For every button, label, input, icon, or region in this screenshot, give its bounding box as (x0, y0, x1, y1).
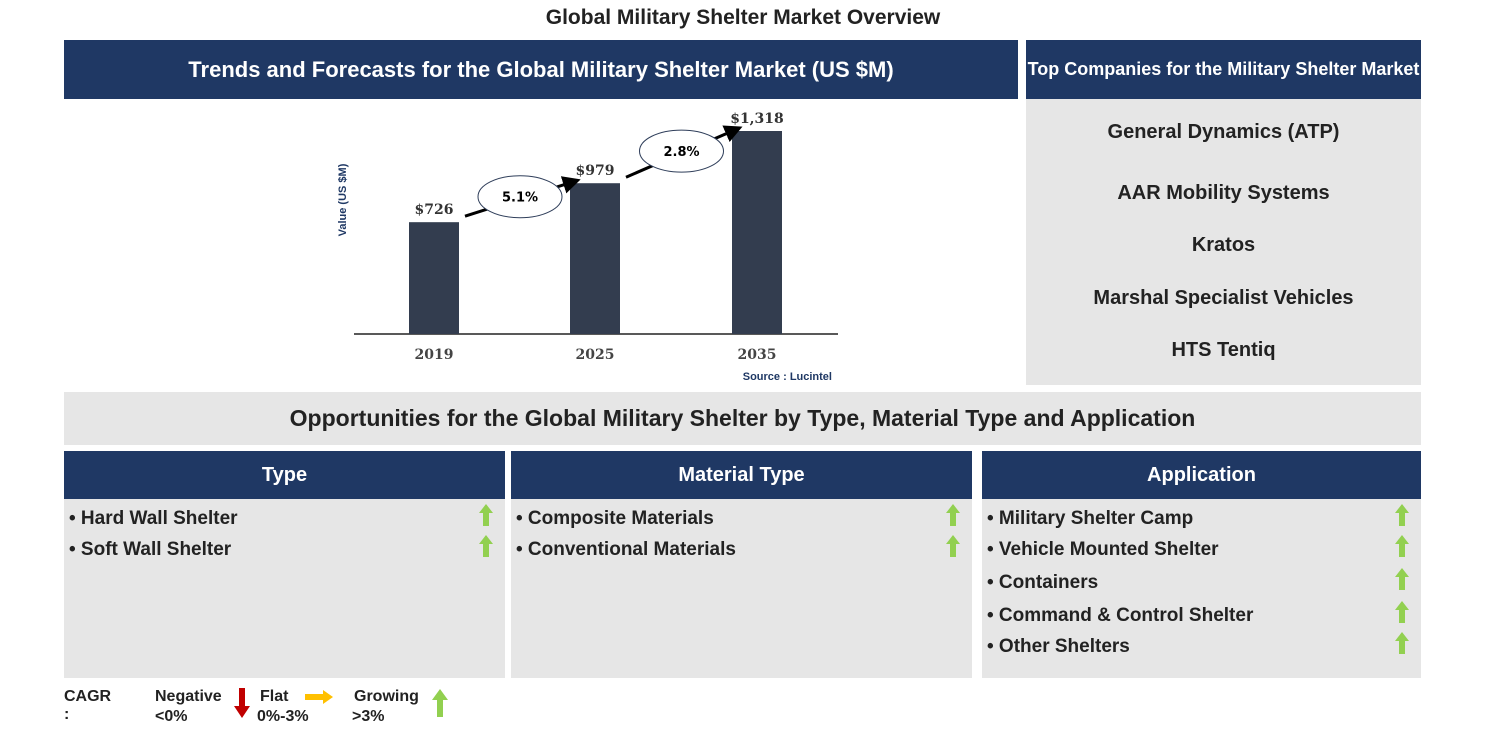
cagr-bubble (639, 129, 724, 173)
segment-item: • Command & Control Shelter (987, 605, 1254, 626)
source-label: Source : Lucintel (743, 371, 832, 383)
bar-chart: Value (US $M) $726 2019 $979 2025 $1,318 2035 5… (337, 111, 838, 383)
legend-flat-range: 0%-3% (257, 708, 309, 725)
growing-arrow-icon (946, 535, 960, 557)
companies-list: General Dynamics (ATP) AAR Mobility Syst… (1026, 99, 1421, 385)
segment-item: • Containers (987, 572, 1099, 593)
chart-header: Trends and Forecasts for the Global Mili… (64, 40, 1018, 99)
x-tick-label: 2035 (738, 347, 777, 363)
data-label: $1,318 (730, 111, 784, 127)
opportunities-title: Opportunities for the Global Military Sh… (64, 392, 1421, 445)
data-label: $726 (415, 202, 454, 218)
growing-arrow-icon (1395, 568, 1409, 590)
companies-header: Top Companies for the Military Shelter M… (1026, 40, 1421, 99)
company-item: Marshal Specialist Vehicles (1093, 287, 1354, 309)
column-header: Type (64, 451, 505, 499)
segment-item: • Conventional Materials (516, 539, 736, 560)
growing-arrow-icon (1395, 601, 1409, 623)
column-body: • Military Shelter Camp • Vehicle Mounted… (982, 499, 1421, 678)
y-axis-label: Value (US $M) (337, 163, 349, 236)
legend-label: CAGR : (64, 688, 112, 723)
cagr-label: 2.8% (663, 145, 699, 160)
bar (570, 183, 620, 334)
segment-item: • Vehicle Mounted Shelter (987, 539, 1219, 560)
x-tick-label: 2025 (576, 347, 615, 363)
down-arrow-icon (234, 688, 250, 718)
legend-growing-range: >3% (352, 708, 385, 725)
right-arrow-icon (305, 690, 333, 704)
column-header: Application (982, 451, 1421, 499)
company-item: HTS Tentiq (1171, 339, 1276, 361)
data-label: $979 (576, 163, 615, 179)
growing-arrow-icon (946, 504, 960, 526)
legend-negative-label: Negative (155, 688, 222, 705)
growing-arrow-icon (479, 504, 493, 526)
segment-item: • Soft Wall Shelter (69, 539, 232, 560)
column-body: • Composite Materials • Conventional Mate… (511, 499, 972, 678)
segment-item: • Hard Wall Shelter (69, 508, 238, 529)
company-item: General Dynamics (ATP) (1107, 121, 1340, 143)
growing-arrow-icon (1395, 632, 1409, 654)
column-header: Material Type (511, 451, 972, 499)
up-arrow-icon (432, 689, 448, 717)
segment-item: • Military Shelter Camp (987, 508, 1194, 529)
segment-item: • Other Shelters (987, 636, 1130, 657)
company-item: AAR Mobility Systems (1117, 182, 1330, 204)
company-item: Kratos (1191, 234, 1256, 256)
page-title: Global Military Shelter Market Overview (545, 6, 941, 29)
legend-growing-label: Growing (354, 688, 419, 705)
growing-arrow-icon (479, 535, 493, 557)
column-body: • Hard Wall Shelter • Soft Wall Shelter (64, 499, 505, 678)
cagr-label: 5.1% (502, 191, 538, 206)
growing-arrow-icon (1395, 535, 1409, 557)
segment-item: • Composite Materials (516, 508, 714, 529)
cagr-bubble (477, 175, 563, 219)
bar (732, 131, 782, 334)
bar (409, 222, 459, 334)
growing-arrow-icon (1395, 504, 1409, 526)
x-tick-label: 2019 (415, 347, 454, 363)
legend-flat-label: Flat (260, 688, 289, 705)
legend-negative-range: <0% (155, 708, 188, 725)
